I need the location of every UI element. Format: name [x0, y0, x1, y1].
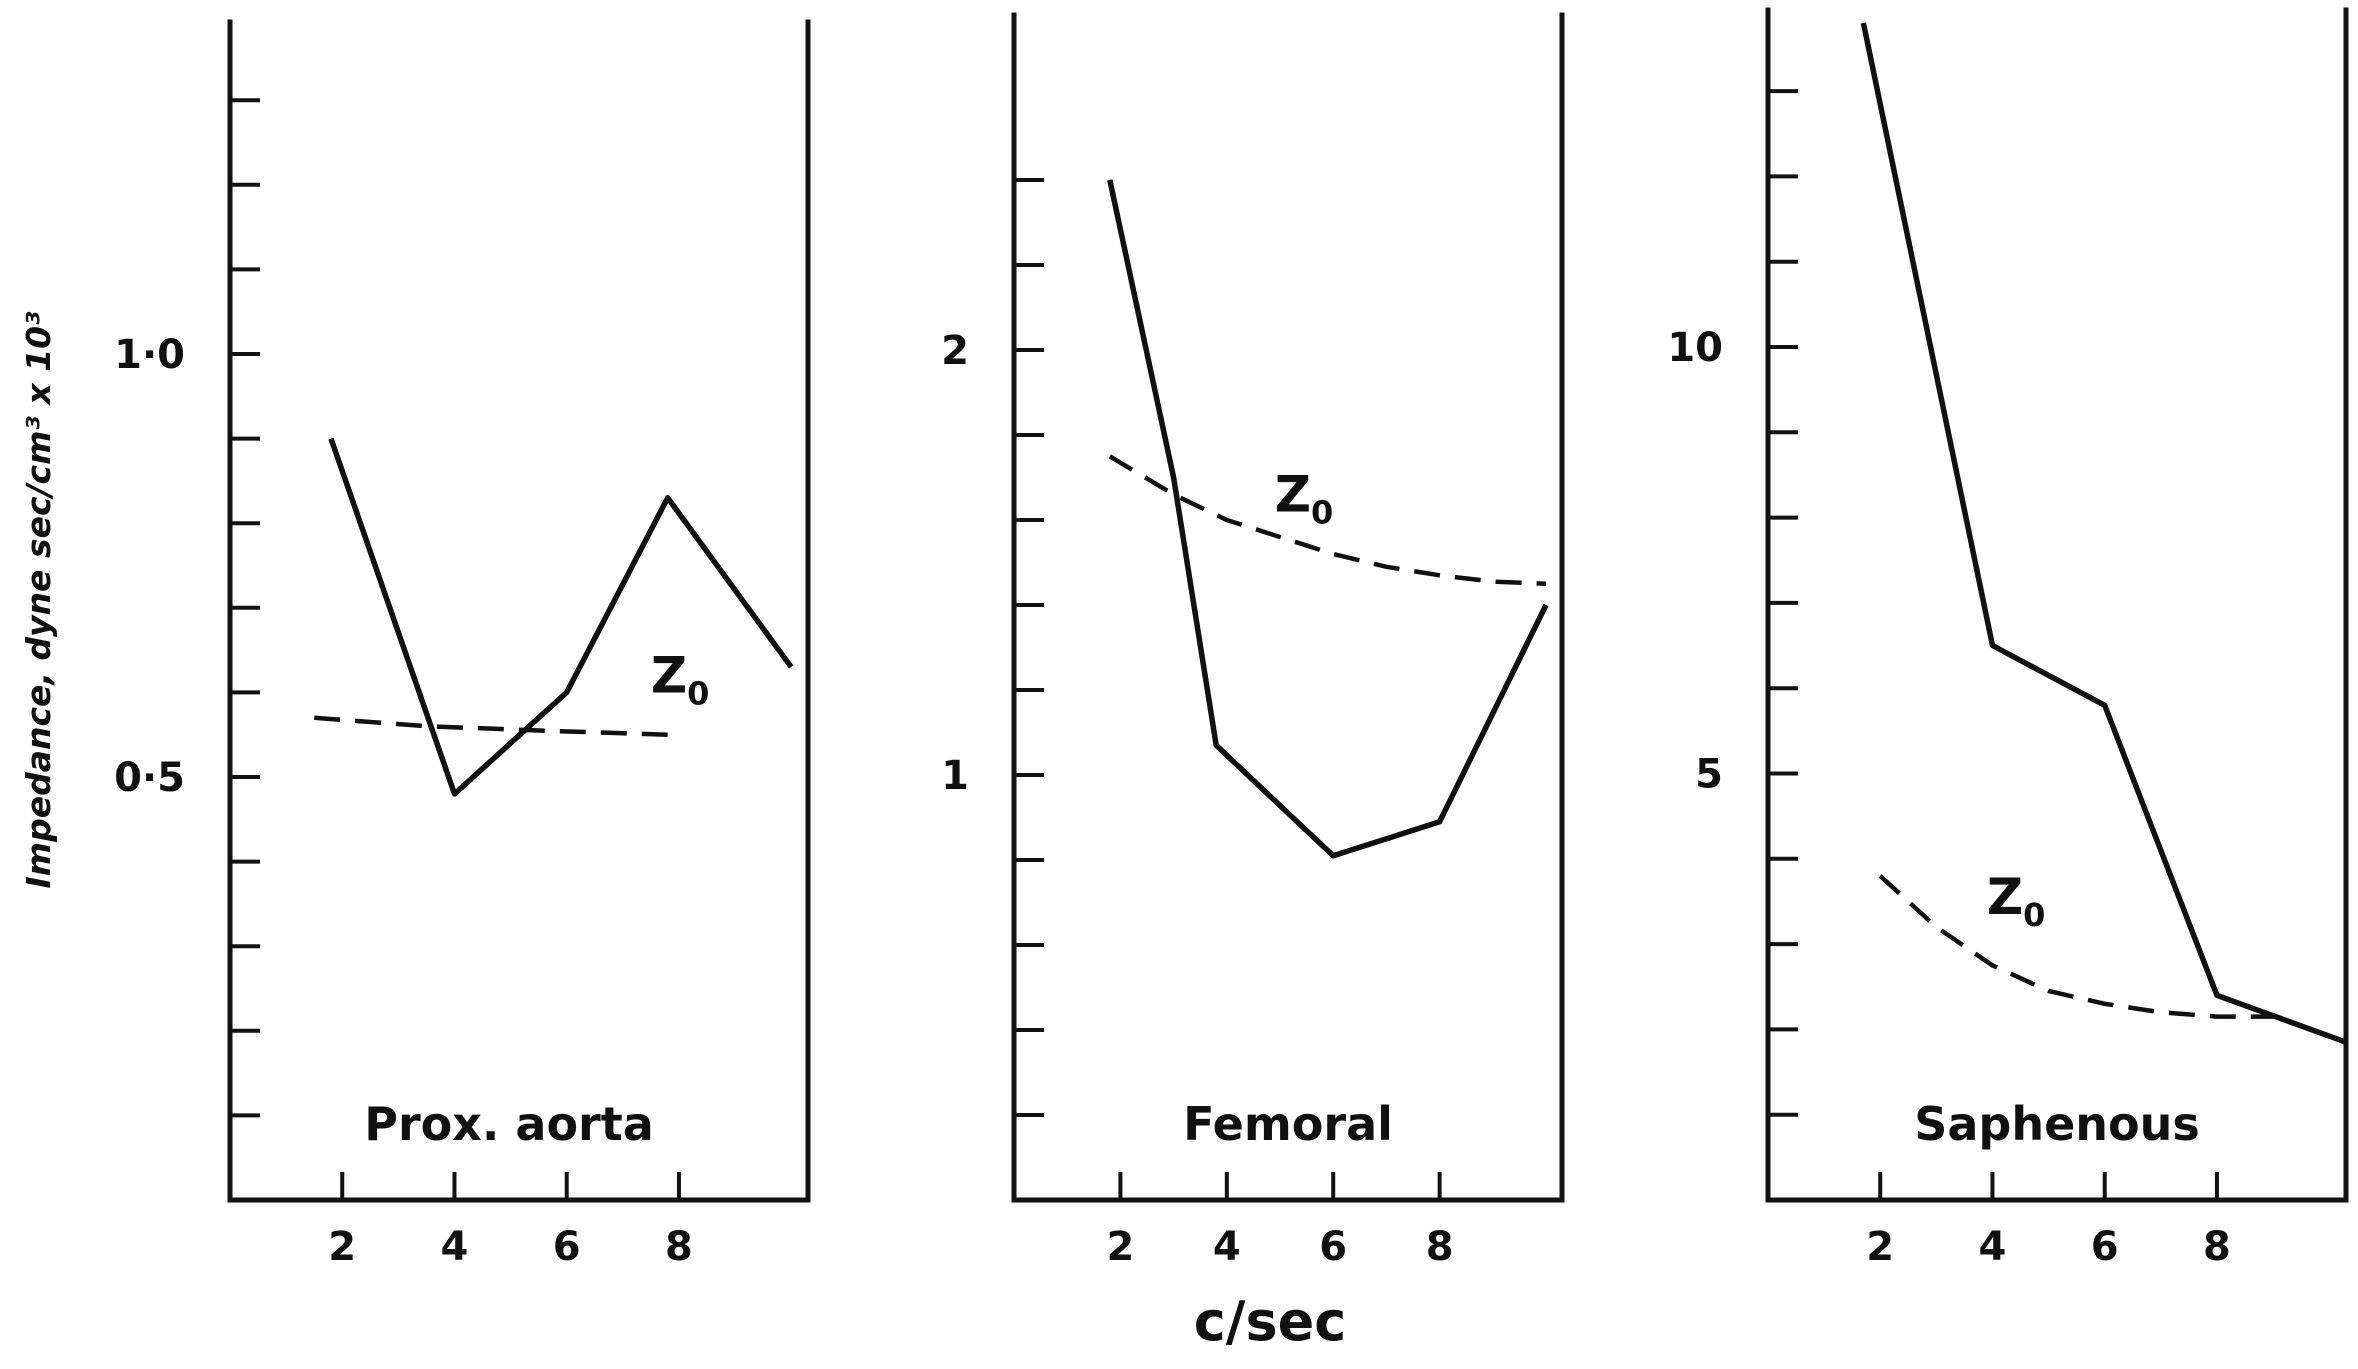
panel-title: Saphenous	[1914, 1097, 2200, 1151]
x-tick-label: 8	[665, 1224, 693, 1270]
y-tick-label: 0·5	[114, 755, 185, 801]
impedance-line	[1107, 179, 1549, 859]
panel-saphenous: 5 10 2 4 6 8 Z0 Saphenous	[1667, 7, 2349, 1270]
panel-title: Prox. aorta	[364, 1097, 654, 1151]
z0-dashed-line	[1108, 454, 1547, 587]
y-axis-label: Impedance, dyne sec/cm³ x 10³	[19, 311, 58, 889]
y-tick-label: 1	[941, 753, 969, 799]
z0-dashed-line	[314, 715, 668, 737]
x-tick-label: 6	[1319, 1224, 1347, 1270]
x-tick-label: 8	[2203, 1224, 2231, 1270]
y-tick-label: 1·0	[114, 332, 185, 378]
panel-prox-aorta: 0·5 1·0 2 4 6 8 Z0 Prox. aorta	[114, 19, 811, 1270]
x-tick-label: 2	[328, 1224, 356, 1270]
z0-series-label: Z0	[1987, 868, 2046, 934]
x-tick-label: 2	[1866, 1224, 1894, 1270]
x-tick-label: 4	[1979, 1224, 2007, 1270]
x-tick-label: 2	[1106, 1224, 1134, 1270]
impedance-line	[1860, 22, 2347, 1045]
panel-title: Femoral	[1183, 1097, 1393, 1151]
x-tick-label: 4	[441, 1224, 469, 1270]
x-tick-label: 6	[553, 1224, 581, 1270]
y-tick-label: 2	[941, 328, 969, 374]
z0-dashed-line	[1878, 874, 2273, 1019]
z0-series-label: Z0	[1275, 466, 1334, 532]
x-tick-label: 4	[1213, 1224, 1241, 1270]
y-tick-label: 5	[1695, 752, 1723, 798]
x-axis-label: c/sec	[1194, 1290, 1347, 1353]
z0-series-label: Z0	[651, 646, 710, 712]
panel-femoral: 1 2 2 4 6 8 Z0 Femoral	[941, 12, 1565, 1270]
x-tick-label: 6	[2091, 1224, 2119, 1270]
y-tick-label: 10	[1667, 325, 1723, 371]
x-tick-label: 8	[1426, 1224, 1454, 1270]
impedance-line	[328, 437, 794, 797]
